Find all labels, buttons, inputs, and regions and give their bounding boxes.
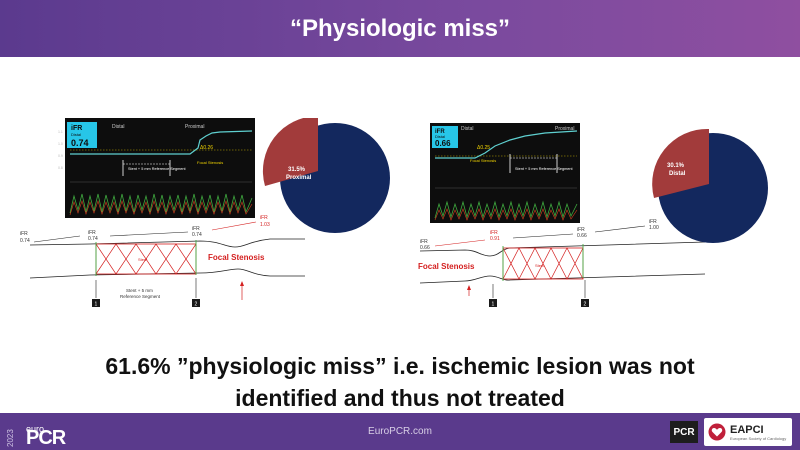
main-statement: 61.6% ”physiologic miss” i.e. ischemic l… [40,350,760,414]
left-trace-distal: Distal [112,124,125,130]
right-trace-proximal: Proximal [555,126,574,132]
right-ifr-3-label: iFR [577,227,585,233]
svg-text:2: 2 [584,302,587,308]
right-ifr-2-label: iFR [490,230,498,236]
right-stent-text: Stent [535,263,545,268]
left-case-figure: iFR Distal 0.74 Distal Proximal 1.1 1.0 0.… [20,118,390,308]
right-ifr-4-label: iFR [649,219,657,225]
left-focal-stenosis: Focal Stenosis [208,253,265,262]
right-pie-category: Distal [669,171,686,177]
right-ifr-2-value: 0.91 [490,236,500,242]
right-marker-1 [489,299,497,307]
right-trace-focal-label: Focal Stenosis [470,158,496,163]
left-marker-1 [92,299,100,307]
right-trace-distal: Distal [461,126,474,132]
left-ifr-box-sub: Distal [71,132,81,137]
eapci-badge: EAPCI European Society of Cardiology [704,418,792,446]
right-ifr-4-value: 1.00 [649,225,659,231]
left-pie-chart: 31.5% Proximal [262,118,390,233]
right-pie-minor-slice [652,128,709,198]
year-vertical: 2023 [6,429,15,447]
right-trace-stent-label: Stent + 5 mm Reference Segment [515,167,573,171]
slide-title: “Physiologic miss” [289,14,511,42]
left-ifr-4-value: 1.03 [260,222,270,228]
right-ifr-box-sub: Distal [435,134,445,139]
svg-text:1: 1 [95,302,98,308]
eapci-subtitle: European Society of Cardiology [730,435,787,441]
left-case-panel: iFR Distal 0.74 Distal Proximal 1.1 1.0 0.… [20,118,400,318]
left-ifr-2-label: iFR [88,230,96,236]
title-bar: “Physiologic miss” [0,0,800,57]
svg-text:2023: 2023 [6,429,15,447]
pcr-badge: PCR [670,421,698,443]
svg-text:2: 2 [195,302,198,308]
left-ifr-2-value: 0.74 [88,236,98,242]
left-pie-percent: 31.5% [288,167,306,173]
left-vessel-diagram: iFR 0.74 iFR 0.74 iFR 0.74 iFR 1.03 Sten… [20,215,305,308]
main-statement-line-1: 61.6% ”physiologic miss” i.e. ischemic l… [105,353,695,379]
svg-text:0.9: 0.9 [58,154,63,158]
left-pie-minor-slice [262,118,318,186]
left-delta-label: Δ0.26 [200,145,213,151]
right-pie-chart: 30.1% Distal [652,128,768,243]
europcr-logo: PCR [26,427,66,449]
europcr-logo-euro: euro [26,424,45,434]
right-delta-label: Δ0.25 [477,145,490,151]
main-statement-line-2: identified and thus not treated [235,385,565,411]
right-focal-stenosis: Focal Stenosis [418,262,475,271]
right-ifr-box-value: 0.66 [435,139,451,148]
left-ifr-4-label: iFR [260,215,268,221]
right-case-panel: iFR Distal 0.66 Distal Proximal Δ0.25 Fo… [415,118,795,318]
left-ifr-3-value: 0.74 [192,232,202,238]
right-ifr-3-value: 0.66 [577,233,587,239]
heart-icon [708,423,726,441]
right-ifr-tracing: iFR Distal 0.66 Distal Proximal Δ0.25 Fo… [430,123,580,223]
svg-text:1.0: 1.0 [58,142,63,146]
left-trace-focal-label: Focal Stenosis [197,160,223,165]
footer-bar: 2023 euro PCR EuroPCR.com PCR EAPCI Euro… [0,413,800,450]
right-pie-percent: 30.1% [667,163,685,169]
left-trace-stent-label: Stent + 5 mm Reference Segment [128,167,186,171]
svg-text:0.8: 0.8 [58,166,63,170]
svg-text:1: 1 [492,302,495,308]
footer-url: EuroPCR.com [368,426,432,437]
left-ifr-box-value: 0.74 [71,138,89,148]
left-ifr-box-label: iFR [71,125,82,132]
left-stent-ref-label: Stent + 5 mm Reference Segment [120,288,161,299]
left-ifr-1-label: iFR [20,231,28,237]
left-marker-2 [192,299,200,307]
right-ifr-1-value: 0.66 [420,245,430,251]
left-ifr-3-label: iFR [192,226,200,232]
left-ifr-1-value: 0.74 [20,238,30,244]
right-case-figure: iFR Distal 0.66 Distal Proximal Δ0.25 Fo… [418,123,768,308]
svg-text:1.1: 1.1 [58,130,63,134]
right-ifr-box [432,126,458,148]
left-stent-text: Stent [138,257,148,262]
left-trace-proximal: Proximal [185,124,204,130]
right-ifr-box-label: iFR [435,129,445,135]
right-vessel-diagram: iFR 0.66 iFR 0.91 iFR 0.66 iFR 1.00 Sten… [418,219,706,308]
right-ifr-1-label: iFR [420,239,428,245]
right-marker-2 [581,299,589,307]
left-ifr-tracing: iFR Distal 0.74 Distal Proximal 1.1 1.0 0.… [58,118,255,218]
eapci-title: EAPCI [730,423,764,436]
left-pie-category: Proximal [286,175,312,181]
left-ifr-box [67,122,97,148]
